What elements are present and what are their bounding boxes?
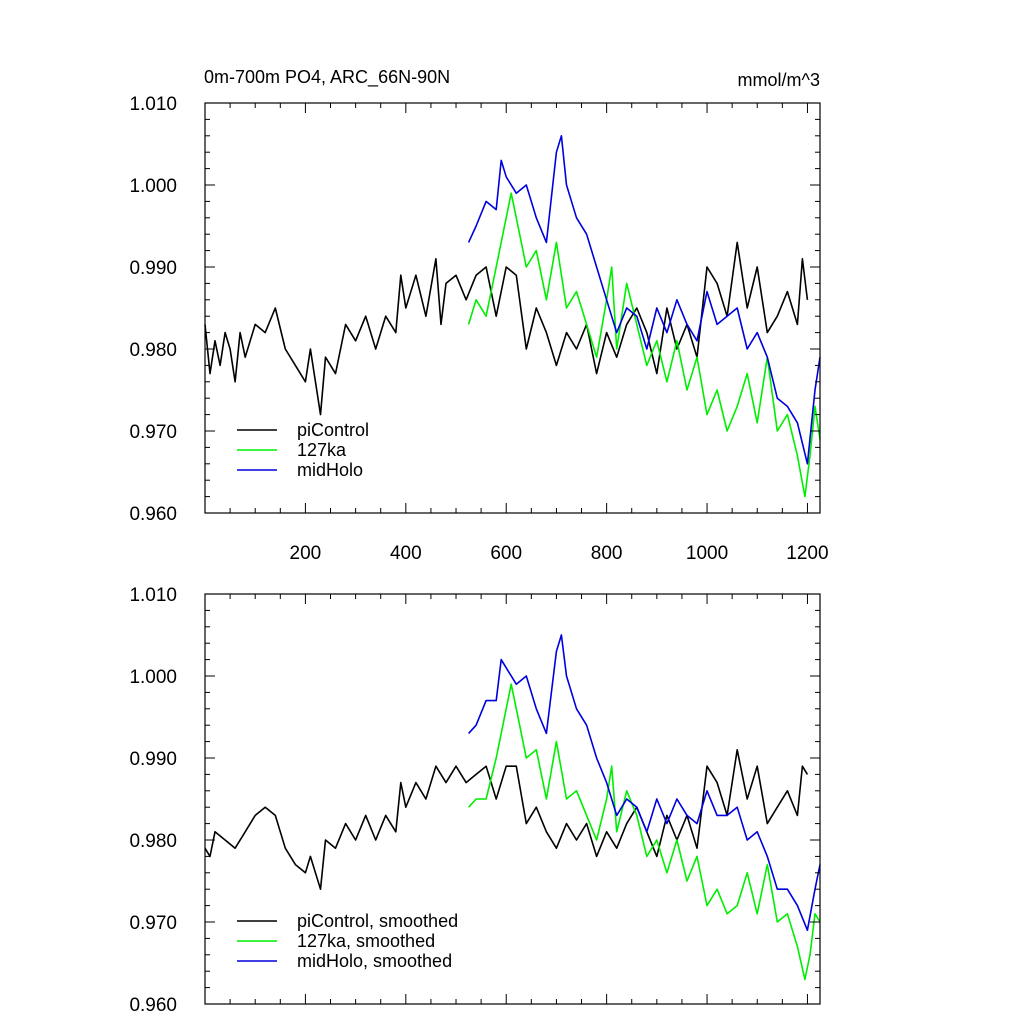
series-line-1 (204, 748, 809, 891)
legend-label: piControl, smoothed (297, 911, 458, 931)
x-tick-label: 1000 (686, 543, 728, 564)
x-tick-label: 600 (490, 543, 522, 564)
chart-panel-1: 0.960 0.970 0.980 0.990 1.000 1.010 200 400 600 8… (129, 94, 828, 564)
x-tick-label: 1200 (786, 543, 828, 564)
y-tick-label: 0.970 (129, 422, 177, 443)
panels: 0.960 0.970 0.980 0.990 1.000 1.010 200 400 600 8… (129, 94, 828, 1016)
series-group (204, 135, 821, 498)
legend-label: piControl (297, 420, 369, 440)
y-tick-label: 0.980 (129, 831, 177, 852)
legend-label: 127ka (297, 440, 347, 460)
y-tick-label: 1.010 (129, 585, 177, 606)
series-group (204, 634, 821, 981)
y-tick-label: 0.980 (129, 340, 177, 361)
y-tick-label: 1.010 (129, 94, 177, 115)
x-tick-label: 200 (290, 543, 322, 564)
y-tick-label: 0.970 (129, 913, 177, 934)
legend-label: 127ka, smoothed (297, 931, 435, 951)
chart-units-right: mmol/m^3 (738, 70, 820, 90)
y-tick-label: 0.960 (129, 504, 177, 525)
legend-label: midHolo, smoothed (297, 951, 452, 971)
chart-panel-2: 0.960 0.970 0.980 0.990 1.000 1.010 piControl,… (129, 585, 821, 1016)
plot-frame (204, 102, 821, 514)
series-line-1 (204, 241, 809, 416)
y-tick-label: 0.960 (129, 995, 177, 1016)
series-line-2 (467, 192, 821, 498)
legend-label: midHolo (297, 460, 363, 480)
y-tick-label: 1.000 (129, 176, 177, 197)
x-tick-label: 400 (390, 543, 422, 564)
series-line-3 (467, 135, 821, 465)
x-tick-label: 800 (591, 543, 623, 564)
y-tick-label: 0.990 (129, 258, 177, 279)
series-line-2 (468, 683, 821, 981)
chart-title-left: 0m-700m PO4, ARC_66N-90N (204, 67, 450, 88)
plot-frame (204, 593, 821, 1005)
y-tick-label: 1.000 (129, 667, 177, 688)
y-tick-label: 0.990 (129, 749, 177, 770)
tick-marks (205, 102, 820, 514)
tick-marks (205, 593, 820, 1005)
series-line-3 (468, 634, 821, 932)
